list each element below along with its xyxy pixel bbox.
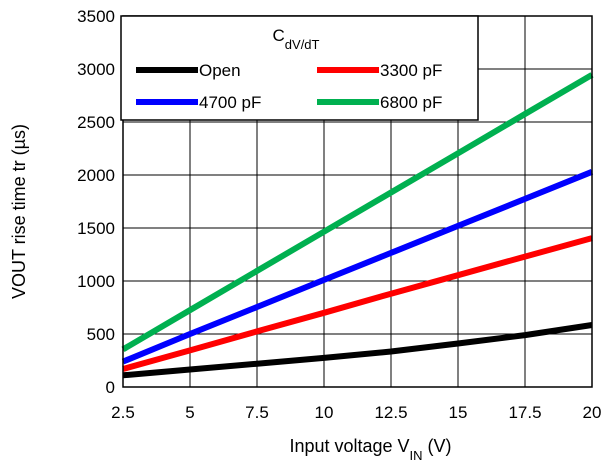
x-axis-label: Input voltage VIN (V) [289, 436, 451, 463]
legend-label: Open [199, 61, 241, 80]
y-axis-ticks: 0 500 1000 1500 2000 2500 3000 3500 [77, 7, 115, 397]
x-tick-label: 5 [185, 403, 194, 422]
y-axis-label: VOUT rise time tr (µs) [9, 124, 29, 299]
legend: CdV/dT Open 3300 pF 4700 pF 6800 pF [120, 15, 479, 121]
x-tick-label: 17.5 [508, 403, 541, 422]
y-tick-label: 3500 [77, 7, 115, 26]
y-tick-label: 2500 [77, 113, 115, 132]
y-tick-label: 1500 [77, 219, 115, 238]
legend-entries: Open 3300 pF 4700 pF 6800 pF [136, 61, 442, 112]
legend-title: CdV/dT [273, 26, 320, 52]
y-tick-label: 500 [87, 325, 115, 344]
legend-label: 6800 pF [380, 93, 442, 112]
x-tick-label: 15 [449, 403, 468, 422]
y-tick-label: 1000 [77, 272, 115, 291]
series-line-6800-pf [121, 72, 594, 352]
x-tick-label: 7.5 [245, 403, 269, 422]
x-tick-label: 20 [583, 403, 602, 422]
y-tick-label: 0 [106, 378, 115, 397]
legend-label: 4700 pF [199, 93, 261, 112]
x-axis-ticks: 2.5 5 7.5 10 12.5 15 17.5 20 [111, 403, 601, 422]
series-line-open [122, 322, 593, 379]
x-tick-label: 12.5 [374, 403, 407, 422]
x-axis-label-sub: IN [410, 448, 423, 463]
legend-label: 3300 pF [380, 61, 442, 80]
x-tick-label: 2.5 [111, 403, 135, 422]
x-tick-label: 10 [315, 403, 334, 422]
x-axis-label-main: Input voltage V [289, 436, 409, 456]
y-tick-label: 3000 [77, 60, 115, 79]
series-line-4700-pf [121, 169, 594, 365]
y-tick-label: 2000 [77, 166, 115, 185]
series-lines [121, 72, 594, 379]
legend-title-sub: dV/dT [285, 37, 320, 52]
series-line-3300-pf [122, 235, 593, 372]
legend-title-main: C [273, 26, 285, 45]
x-axis-label-unit: (V) [423, 436, 452, 456]
